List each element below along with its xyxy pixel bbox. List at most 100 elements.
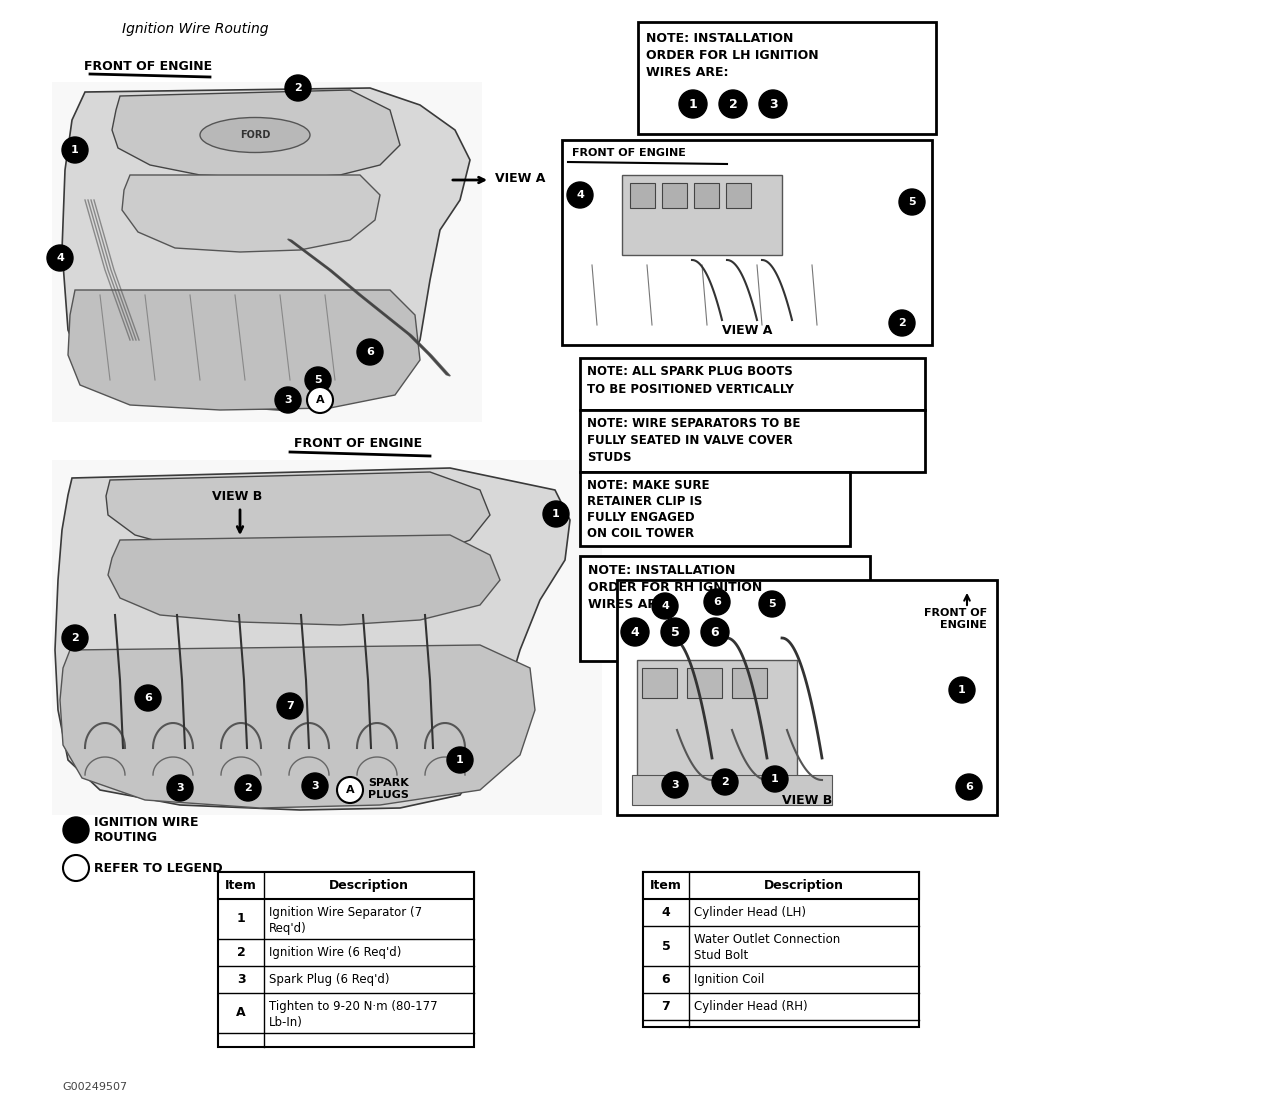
Text: 6: 6 [712, 597, 721, 607]
Text: VIEW A: VIEW A [721, 324, 772, 337]
Polygon shape [108, 536, 501, 625]
Circle shape [704, 589, 730, 615]
Polygon shape [55, 468, 570, 810]
Text: ORDER FOR LH IGNITION: ORDER FOR LH IGNITION [646, 49, 818, 62]
Circle shape [899, 189, 926, 216]
Bar [632, 775, 832, 805]
Circle shape [712, 769, 738, 795]
Bar [562, 140, 932, 346]
Text: 4: 4 [576, 190, 584, 200]
Ellipse shape [200, 118, 310, 152]
Text: FRONT OF ENGINE: FRONT OF ENGINE [84, 60, 212, 73]
Text: FULLY SEATED IN VALVE COVER: FULLY SEATED IN VALVE COVER [588, 434, 793, 447]
Bar [694, 183, 719, 208]
Text: 5: 5 [662, 940, 671, 952]
Text: Ignition Coil: Ignition Coil [694, 973, 764, 985]
Text: FULLY ENGAGED: FULLY ENGAGED [588, 511, 695, 524]
Circle shape [662, 772, 689, 798]
Text: 2: 2 [729, 98, 738, 110]
Text: 3: 3 [284, 396, 291, 406]
Text: A: A [315, 396, 324, 406]
Circle shape [759, 90, 787, 118]
Circle shape [301, 773, 328, 799]
Text: 6: 6 [662, 973, 671, 985]
Text: 4: 4 [662, 905, 671, 919]
Text: Lb-In): Lb-In) [269, 1015, 303, 1029]
Text: 3: 3 [237, 973, 246, 985]
Text: RETAINER CLIP IS: RETAINER CLIP IS [588, 496, 702, 508]
Circle shape [357, 339, 383, 366]
Bar [622, 176, 782, 256]
Circle shape [135, 685, 161, 711]
Text: Tighten to 9-20 N·m (80-177: Tighten to 9-20 N·m (80-177 [269, 1000, 438, 1013]
Bar [638, 22, 936, 134]
Text: Ignition Wire Routing: Ignition Wire Routing [122, 22, 269, 36]
Polygon shape [112, 90, 400, 178]
Circle shape [62, 625, 88, 651]
Text: 3: 3 [671, 780, 678, 790]
Bar [580, 472, 850, 546]
Text: Cylinder Head (LH): Cylinder Head (LH) [694, 905, 806, 919]
Polygon shape [62, 88, 470, 410]
Text: G00249507: G00249507 [62, 1082, 127, 1092]
Bar [726, 183, 752, 208]
Text: FRONT OF ENGINE: FRONT OF ENGINE [294, 437, 422, 450]
Text: WIRES ARE:: WIRES ARE: [646, 66, 729, 79]
FancyBboxPatch shape [52, 82, 482, 422]
Text: 6: 6 [144, 693, 151, 703]
Text: Cylinder Head (RH): Cylinder Head (RH) [694, 1000, 807, 1013]
Circle shape [446, 747, 473, 773]
Text: WIRES ARE:: WIRES ARE: [588, 598, 671, 611]
Text: 5: 5 [768, 599, 776, 609]
Circle shape [719, 90, 747, 118]
Text: Item: Item [651, 879, 682, 892]
Text: IGNITION WIRE
ROUTING: IGNITION WIRE ROUTING [95, 815, 198, 844]
Text: 3: 3 [311, 781, 319, 791]
Text: 6: 6 [366, 347, 375, 357]
Polygon shape [68, 290, 420, 410]
Circle shape [661, 618, 689, 645]
Polygon shape [61, 645, 535, 808]
Circle shape [62, 137, 88, 163]
Text: ORDER FOR RH IGNITION: ORDER FOR RH IGNITION [588, 581, 762, 594]
Text: ON COIL TOWER: ON COIL TOWER [588, 527, 694, 540]
Text: 1: 1 [456, 755, 464, 765]
Text: FRONT OF ENGINE: FRONT OF ENGINE [572, 148, 686, 158]
Text: 3: 3 [769, 98, 777, 110]
Circle shape [567, 182, 593, 208]
Text: 2: 2 [294, 83, 301, 93]
Text: 6: 6 [965, 782, 973, 792]
Text: A: A [236, 1007, 246, 1020]
Text: STUDS: STUDS [588, 451, 632, 464]
Text: Description: Description [764, 879, 844, 892]
Text: 2: 2 [721, 777, 729, 787]
Circle shape [701, 618, 729, 645]
Text: Spark Plug (6 Req'd): Spark Plug (6 Req'd) [269, 973, 390, 985]
Bar [620, 584, 992, 811]
Circle shape [759, 591, 786, 617]
Bar [687, 668, 723, 698]
Text: NOTE: MAKE SURE: NOTE: MAKE SURE [588, 479, 710, 492]
Circle shape [337, 777, 363, 803]
Circle shape [235, 775, 261, 801]
Circle shape [277, 693, 303, 719]
Circle shape [652, 593, 678, 619]
Text: VIEW B: VIEW B [212, 490, 262, 503]
Circle shape [950, 677, 975, 703]
Bar [580, 358, 926, 410]
Circle shape [762, 765, 788, 792]
Circle shape [889, 310, 915, 336]
Bar [580, 410, 926, 472]
Text: 1: 1 [958, 685, 966, 695]
Text: A: A [346, 785, 354, 795]
Circle shape [47, 246, 73, 271]
Bar [567, 168, 927, 336]
Text: 2: 2 [245, 783, 252, 793]
Circle shape [678, 90, 707, 118]
Bar [218, 872, 474, 1047]
Text: 7: 7 [662, 1000, 671, 1013]
Text: VIEW B: VIEW B [782, 794, 832, 807]
Text: Item: Item [224, 879, 257, 892]
Text: NOTE: ALL SPARK PLUG BOOTS: NOTE: ALL SPARK PLUG BOOTS [588, 366, 793, 378]
Bar [218, 872, 474, 899]
